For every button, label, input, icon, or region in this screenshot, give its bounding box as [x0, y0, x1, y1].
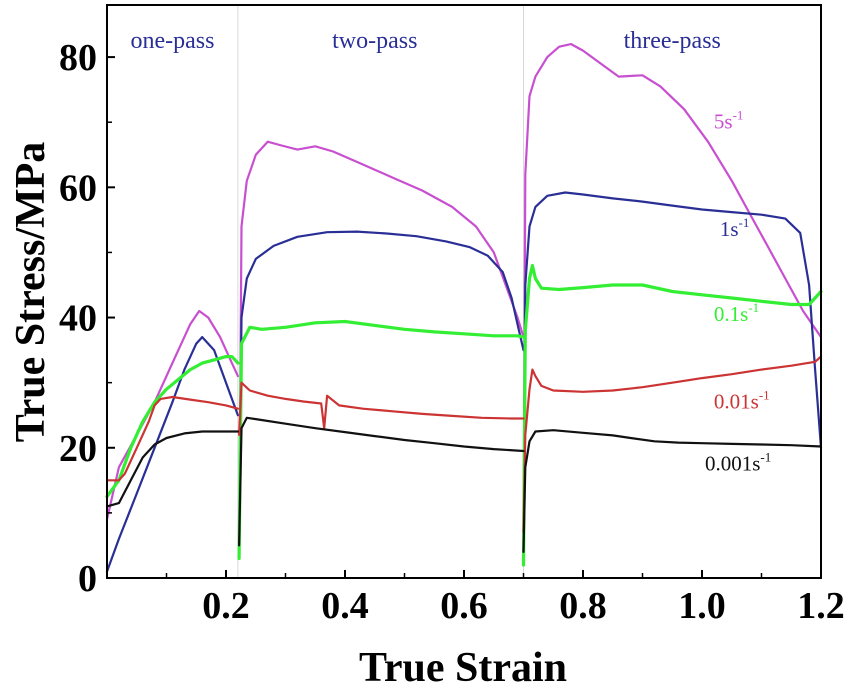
series-line-0.01s-1-pass-3 — [522, 355, 823, 534]
series-line-0.01s-1-pass-2 — [238, 381, 525, 436]
series-line-1s-1-pass-2 — [238, 230, 525, 560]
x-axis-title: True Strain — [359, 645, 567, 689]
series-line-5s-1-pass-3 — [522, 43, 823, 554]
y-axis-title: True Stress/MPa — [8, 142, 54, 443]
series-line-0.01s-1-pass-1 — [105, 395, 239, 482]
pass-labels: one-pass two-pass three-pass — [130, 28, 720, 54]
series-0.01s-1 — [105, 355, 823, 534]
x-tick-label: 0.8 — [559, 585, 607, 627]
series-line-5s-1-pass-2 — [238, 140, 525, 554]
pass-label: two-pass — [332, 28, 417, 54]
series-0.1s-1 — [105, 263, 823, 567]
x-tick-label: 1.2 — [797, 585, 845, 627]
y-tick-label: 40 — [59, 298, 97, 340]
series-line-1s-1-pass-3 — [522, 191, 823, 560]
series-line-0.001s-1-pass-3 — [522, 429, 823, 554]
x-axis: 0.2 0.4 0.6 0.8 1.0 1.2 — [165, 570, 845, 627]
plot-frame — [106, 4, 822, 579]
series-line-1s-1-pass-1 — [105, 336, 239, 573]
y-axis: 0 20 40 60 80 — [59, 37, 115, 600]
series-line-0.001s-1-pass-2 — [238, 416, 525, 547]
y-tick-label: 80 — [59, 37, 97, 79]
series-line-0.1s-1-pass-3 — [521, 263, 823, 567]
series-line-0.001s-1-pass-1 — [105, 430, 239, 508]
series-label-5s-1: 5s-1 — [714, 108, 744, 134]
series-layer — [105, 43, 823, 573]
y-tick-label: 60 — [59, 167, 97, 209]
series-label-0.1s-1: 0.1s-1 — [714, 300, 759, 326]
series-label-0.001s-1: 0.001s-1 — [705, 450, 771, 476]
series-labels: 5s-1 1s-1 0.1s-1 0.01s-1 0.001s-1 — [705, 108, 771, 476]
series-label-0.01s-1: 0.01s-1 — [714, 388, 770, 414]
pass-label: three-pass — [624, 28, 721, 54]
series-line-0.1s-1-pass-2 — [237, 319, 526, 561]
x-tick-label: 1.0 — [678, 585, 726, 627]
series-1s-1 — [105, 191, 823, 573]
pass-label: one-pass — [130, 28, 214, 54]
series-label-1s-1: 1s-1 — [720, 215, 750, 241]
y-tick-label: 0 — [78, 558, 97, 600]
x-tick-label: 0.6 — [440, 585, 488, 627]
series-line-0.1s-1-pass-1 — [105, 355, 240, 499]
y-tick-label: 20 — [59, 428, 97, 470]
x-tick-label: 0.4 — [321, 585, 369, 627]
series-0.001s-1 — [105, 416, 823, 554]
x-tick-label: 0.2 — [202, 585, 250, 627]
